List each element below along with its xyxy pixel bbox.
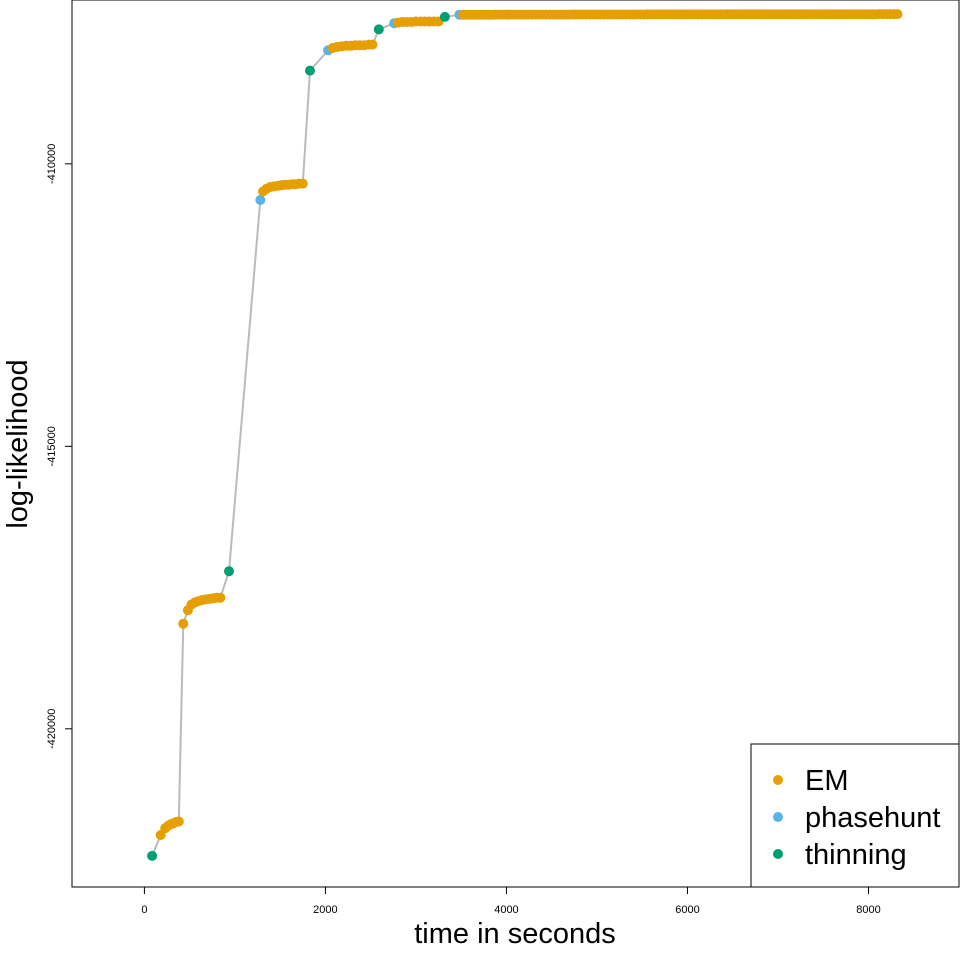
x-tick-label: 6000 <box>675 904 699 916</box>
point-thinning <box>439 11 450 22</box>
x-tick-label: 4000 <box>494 904 518 916</box>
point-EM <box>367 39 378 50</box>
trace-line <box>151 13 898 857</box>
point-phasehunt <box>255 195 266 205</box>
point-EM <box>297 178 308 189</box>
point-thinning <box>305 65 315 76</box>
point-EM <box>892 9 903 20</box>
legend-box <box>750 743 960 888</box>
x-tick-label: 8000 <box>856 904 880 916</box>
point-EM <box>173 816 184 827</box>
point-thinning <box>147 850 158 861</box>
data-points <box>147 9 903 861</box>
y-tick-label: -410000 <box>46 144 58 184</box>
legend-label: phasehunt <box>805 802 940 834</box>
trace-polyline <box>151 13 898 857</box>
y-axis-title: log-likelihood <box>2 359 34 528</box>
point-EM <box>178 618 189 629</box>
y-tick-label: -420000 <box>46 709 58 749</box>
legend-marker-phasehunt <box>773 812 783 822</box>
point-thinning <box>224 566 234 577</box>
x-axis-title: time in seconds <box>414 918 616 950</box>
legend-label: EM <box>805 765 849 797</box>
legend-label: thinning <box>805 839 907 871</box>
x-tick-label: 2000 <box>313 904 337 916</box>
y-axis: -420000 -415000 -410000 <box>46 144 73 749</box>
x-axis: 0 2000 4000 6000 8000 <box>141 886 881 916</box>
legend-marker-thinning <box>773 849 783 859</box>
point-thinning <box>373 24 384 35</box>
legend: EM phasehunt thinning <box>750 743 960 888</box>
point-EM <box>215 592 226 603</box>
y-tick-label: -415000 <box>46 426 58 466</box>
legend-marker-EM <box>773 775 783 785</box>
x-tick-label: 0 <box>141 904 147 916</box>
